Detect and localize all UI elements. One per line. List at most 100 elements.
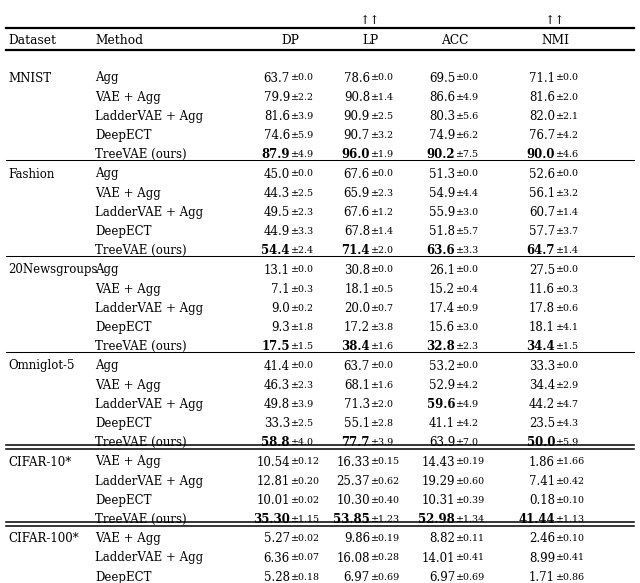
Text: 54.4: 54.4 bbox=[262, 244, 290, 257]
Text: 74.9: 74.9 bbox=[429, 129, 455, 142]
Text: VAE + Agg: VAE + Agg bbox=[95, 455, 161, 469]
Text: ±0.0: ±0.0 bbox=[556, 73, 579, 83]
Text: 56.1: 56.1 bbox=[529, 187, 555, 200]
Text: ±0.60: ±0.60 bbox=[456, 477, 485, 486]
Text: TreeVAE (ours): TreeVAE (ours) bbox=[95, 436, 187, 449]
Text: 10.54: 10.54 bbox=[257, 455, 290, 469]
Text: DeepECT: DeepECT bbox=[95, 494, 152, 507]
Text: 46.3: 46.3 bbox=[264, 379, 290, 392]
Text: 64.7: 64.7 bbox=[527, 244, 555, 257]
Text: 63.6: 63.6 bbox=[426, 244, 455, 257]
Text: ±1.66: ±1.66 bbox=[556, 458, 585, 466]
Text: ±0.39: ±0.39 bbox=[456, 496, 485, 505]
Text: ±1.9: ±1.9 bbox=[371, 150, 394, 159]
Text: ±1.4: ±1.4 bbox=[371, 93, 394, 101]
Text: 17.4: 17.4 bbox=[429, 302, 455, 315]
Text: ±3.9: ±3.9 bbox=[291, 112, 314, 121]
Text: 54.9: 54.9 bbox=[429, 187, 455, 200]
Text: 10.31: 10.31 bbox=[422, 494, 455, 507]
Text: 86.6: 86.6 bbox=[429, 91, 455, 104]
Text: ±0.0: ±0.0 bbox=[371, 170, 394, 178]
Text: 9.3: 9.3 bbox=[271, 321, 290, 334]
Text: 51.3: 51.3 bbox=[429, 167, 455, 181]
Text: DP: DP bbox=[281, 34, 299, 47]
Text: ±4.7: ±4.7 bbox=[556, 400, 579, 409]
Text: ±0.28: ±0.28 bbox=[371, 553, 400, 563]
Text: ±1.15: ±1.15 bbox=[291, 515, 320, 524]
Text: ±0.42: ±0.42 bbox=[556, 477, 585, 486]
Text: Agg: Agg bbox=[95, 167, 118, 181]
Text: TreeVAE (ours): TreeVAE (ours) bbox=[95, 513, 187, 526]
Text: ±1.4: ±1.4 bbox=[556, 208, 579, 217]
Text: LadderVAE + Agg: LadderVAE + Agg bbox=[95, 302, 203, 315]
Text: 6.97: 6.97 bbox=[344, 571, 370, 583]
Text: ±5.6: ±5.6 bbox=[456, 112, 479, 121]
Text: 49.8: 49.8 bbox=[264, 398, 290, 411]
Text: 41.1: 41.1 bbox=[429, 417, 455, 430]
Text: VAE + Agg: VAE + Agg bbox=[95, 187, 161, 200]
Text: 80.3: 80.3 bbox=[429, 110, 455, 123]
Text: ±3.0: ±3.0 bbox=[456, 208, 479, 217]
Text: ±2.0: ±2.0 bbox=[556, 93, 579, 101]
Text: 44.9: 44.9 bbox=[264, 225, 290, 238]
Text: ±0.0: ±0.0 bbox=[556, 170, 579, 178]
Text: ±3.3: ±3.3 bbox=[456, 246, 479, 255]
Text: ±0.0: ±0.0 bbox=[556, 265, 579, 275]
Text: DeepECT: DeepECT bbox=[95, 129, 152, 142]
Text: ±3.8: ±3.8 bbox=[371, 323, 394, 332]
Text: ±1.2: ±1.2 bbox=[371, 208, 394, 217]
Text: ↑↑: ↑↑ bbox=[360, 15, 380, 27]
Text: 2.46: 2.46 bbox=[529, 532, 555, 545]
Text: LadderVAE + Agg: LadderVAE + Agg bbox=[95, 398, 203, 411]
Text: 53.2: 53.2 bbox=[429, 360, 455, 373]
Text: ±0.2: ±0.2 bbox=[291, 304, 314, 313]
Text: 33.3: 33.3 bbox=[264, 417, 290, 430]
Text: 17.2: 17.2 bbox=[344, 321, 370, 334]
Text: ±3.2: ±3.2 bbox=[371, 131, 394, 140]
Text: 18.1: 18.1 bbox=[529, 321, 555, 334]
Text: ±0.0: ±0.0 bbox=[371, 265, 394, 275]
Text: ±2.9: ±2.9 bbox=[556, 381, 579, 389]
Text: ±2.3: ±2.3 bbox=[291, 208, 314, 217]
Text: ±0.3: ±0.3 bbox=[556, 285, 579, 294]
Text: Agg: Agg bbox=[95, 360, 118, 373]
Text: 45.0: 45.0 bbox=[264, 167, 290, 181]
Text: 87.9: 87.9 bbox=[262, 148, 290, 161]
Text: 0.18: 0.18 bbox=[529, 494, 555, 507]
Text: ±0.0: ±0.0 bbox=[371, 361, 394, 371]
Text: TreeVAE (ours): TreeVAE (ours) bbox=[95, 340, 187, 353]
Text: 55.9: 55.9 bbox=[429, 206, 455, 219]
Text: 35.30: 35.30 bbox=[253, 513, 290, 526]
Text: 50.0: 50.0 bbox=[527, 436, 555, 449]
Text: ↑↑: ↑↑ bbox=[545, 15, 565, 27]
Text: 6.36: 6.36 bbox=[264, 552, 290, 564]
Text: 16.08: 16.08 bbox=[337, 552, 370, 564]
Text: 6.97: 6.97 bbox=[429, 571, 455, 583]
Text: ±0.12: ±0.12 bbox=[291, 458, 320, 466]
Text: ±0.19: ±0.19 bbox=[456, 458, 485, 466]
Text: ±4.2: ±4.2 bbox=[456, 419, 479, 428]
Text: ACC: ACC bbox=[442, 34, 468, 47]
Text: Method: Method bbox=[95, 34, 143, 47]
Text: ±2.0: ±2.0 bbox=[371, 246, 394, 255]
Text: ±0.6: ±0.6 bbox=[556, 304, 579, 313]
Text: 20.0: 20.0 bbox=[344, 302, 370, 315]
Text: ±1.4: ±1.4 bbox=[371, 227, 394, 236]
Text: LadderVAE + Agg: LadderVAE + Agg bbox=[95, 206, 203, 219]
Text: 5.28: 5.28 bbox=[264, 571, 290, 583]
Text: 19.29: 19.29 bbox=[422, 475, 455, 488]
Text: ±0.7: ±0.7 bbox=[371, 304, 394, 313]
Text: ±0.02: ±0.02 bbox=[291, 496, 320, 505]
Text: DeepECT: DeepECT bbox=[95, 571, 152, 583]
Text: ±0.02: ±0.02 bbox=[291, 534, 320, 543]
Text: 79.9: 79.9 bbox=[264, 91, 290, 104]
Text: ±0.10: ±0.10 bbox=[556, 534, 585, 543]
Text: 63.7: 63.7 bbox=[344, 360, 370, 373]
Text: 33.3: 33.3 bbox=[529, 360, 555, 373]
Text: ±2.3: ±2.3 bbox=[291, 381, 314, 389]
Text: ±3.9: ±3.9 bbox=[291, 400, 314, 409]
Text: 67.6: 67.6 bbox=[344, 167, 370, 181]
Text: ±3.9: ±3.9 bbox=[371, 438, 394, 447]
Text: ±0.0: ±0.0 bbox=[456, 170, 479, 178]
Text: ±0.0: ±0.0 bbox=[291, 265, 314, 275]
